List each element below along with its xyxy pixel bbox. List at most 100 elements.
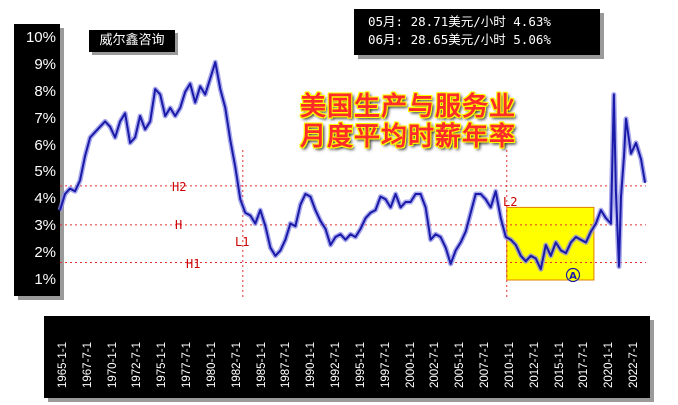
data-point: [184, 90, 187, 93]
data-point: [540, 268, 542, 271]
data-point: [454, 249, 457, 252]
data-point: [214, 61, 217, 63]
data-point: [640, 158, 642, 160]
y-tick-label: 10%: [25, 29, 56, 46]
data-point: [119, 120, 121, 123]
data-point: [264, 225, 267, 228]
data-point: [79, 179, 81, 182]
data-point: [314, 209, 317, 211]
data-point: [464, 230, 467, 233]
l2-label: L2: [503, 195, 518, 209]
data-point: [625, 117, 627, 120]
y-tick-label: 3%: [34, 217, 56, 235]
data-point: [590, 230, 592, 233]
data-point: [179, 107, 182, 109]
l1-label: L1: [235, 235, 250, 249]
data-point: [339, 233, 342, 236]
h2-label: H2: [172, 180, 187, 194]
data-point: [439, 236, 442, 238]
data-point: [499, 217, 502, 219]
data-point: [429, 238, 432, 241]
data-point: [274, 255, 277, 257]
data-point: [254, 222, 257, 225]
data-point: [164, 115, 166, 117]
data-point: [459, 241, 462, 244]
data-point: [239, 198, 242, 201]
data-point: [610, 222, 612, 225]
data-point: [209, 77, 212, 80]
data-point: [359, 228, 362, 230]
data-point: [535, 257, 537, 260]
data-point: [94, 131, 96, 133]
data-point: [605, 217, 607, 219]
data-point: [595, 222, 597, 225]
chart-title-line-2: 月度平均时薪年率: [300, 122, 517, 152]
data-point: [494, 190, 497, 193]
latest-values-box: 05月: 28.71美元/小时 4.63% 06月: 28.65美元/小时 5.…: [354, 9, 600, 55]
data-point: [134, 136, 136, 139]
data-point: [344, 238, 347, 241]
latest-value-line-2: 06月: 28.65美元/小时 5.06%: [368, 32, 551, 47]
data-point: [409, 201, 412, 203]
data-point: [249, 214, 252, 217]
data-point: [479, 193, 482, 195]
data-point: [469, 211, 472, 214]
data-point: [99, 125, 101, 128]
data-point: [194, 101, 197, 104]
data-point: [129, 142, 131, 144]
y-tick-label: 6%: [34, 136, 56, 154]
data-point: [414, 193, 417, 195]
data-point: [630, 152, 632, 155]
data-point: [64, 193, 66, 195]
data-point: [84, 155, 86, 158]
data-point: [104, 120, 106, 123]
y-tick-label: 5%: [34, 163, 56, 181]
x-axis-panel: [44, 316, 650, 398]
data-point: [299, 203, 302, 206]
data-point: [114, 136, 116, 139]
data-point: [444, 246, 447, 249]
data-point: [545, 244, 547, 246]
data-point: [269, 246, 272, 249]
data-point: [374, 209, 377, 211]
data-point: [419, 193, 422, 195]
data-point: [149, 120, 151, 123]
y-tick-label: 2%: [34, 244, 56, 262]
data-point: [394, 193, 397, 195]
data-point: [615, 190, 617, 193]
data-point: [369, 211, 372, 214]
data-point: [399, 206, 402, 209]
data-point: [580, 238, 582, 241]
data-point: [623, 155, 625, 158]
data-point: [199, 85, 202, 88]
data-point: [389, 206, 392, 209]
y-tick-label: 4%: [34, 190, 56, 208]
highlight-region: [506, 206, 595, 281]
data-point: [618, 265, 620, 268]
data-point: [635, 142, 637, 144]
data-point: [555, 241, 557, 244]
data-point: [319, 220, 322, 222]
data-point: [575, 236, 577, 238]
data-point: [69, 187, 71, 190]
data-point: [334, 236, 337, 238]
data-point: [174, 115, 176, 117]
data-point: [74, 190, 76, 193]
h1-label: H1: [186, 257, 201, 271]
data-point: [154, 88, 156, 90]
data-point: [349, 233, 352, 236]
data-point: [309, 195, 312, 198]
data-point: [449, 263, 452, 265]
data-point: [509, 238, 512, 241]
data-point: [144, 128, 146, 131]
data-point: [304, 193, 307, 195]
data-point: [229, 139, 232, 141]
data-point: [514, 244, 517, 246]
brand-label: 威尔鑫咨询: [89, 30, 175, 52]
data-point: [379, 195, 382, 198]
data-point: [354, 236, 357, 238]
data-point: [124, 112, 126, 115]
data-point: [59, 209, 61, 211]
data-point: [139, 115, 141, 117]
y-axis-panel: [14, 24, 60, 296]
